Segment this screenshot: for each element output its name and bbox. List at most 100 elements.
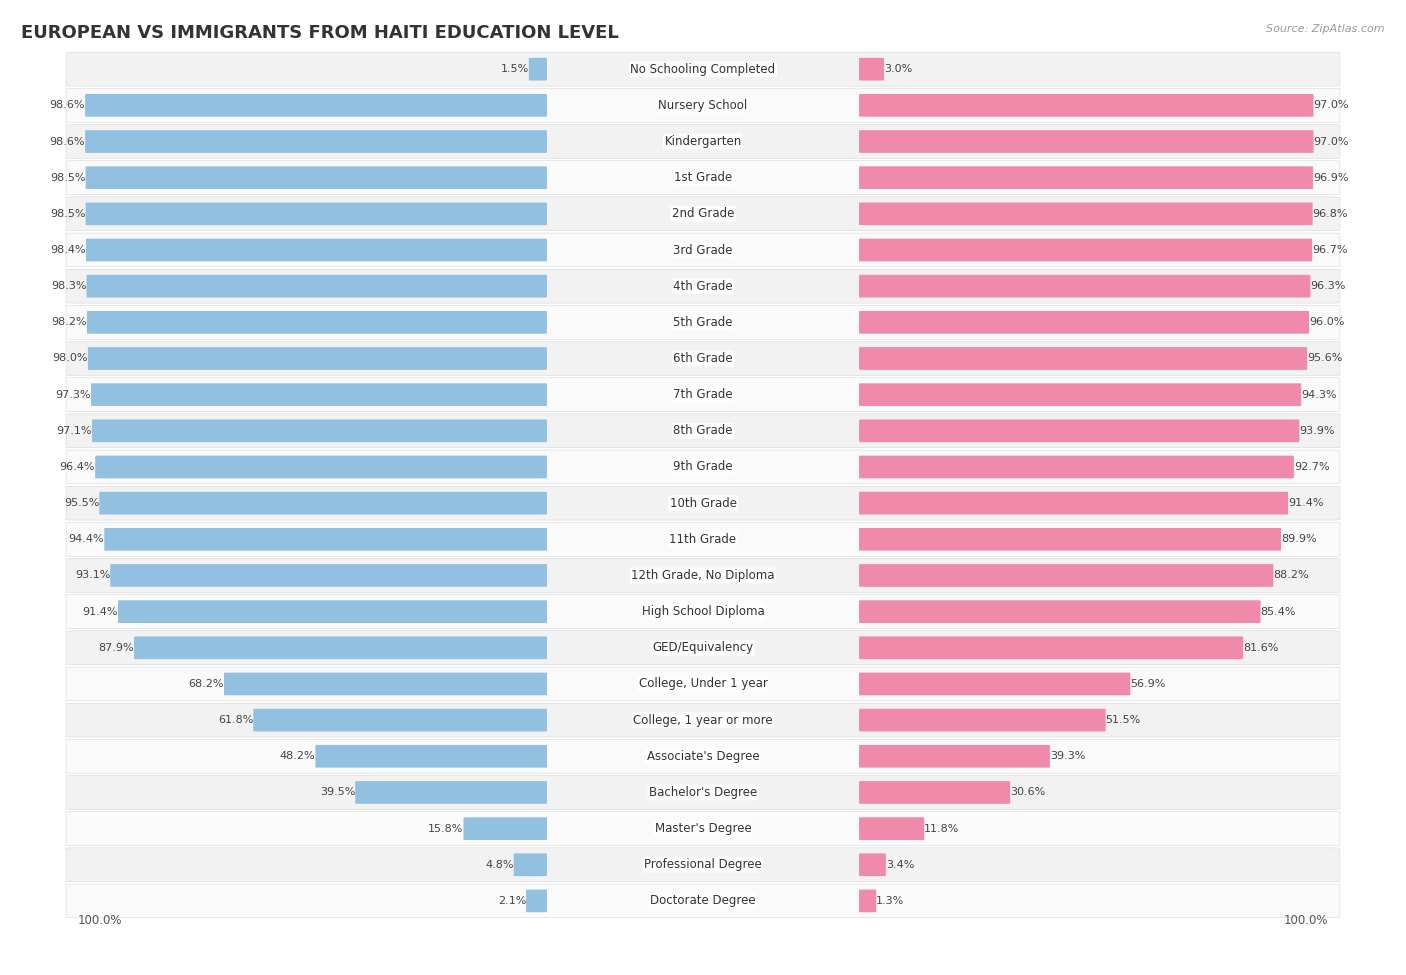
FancyBboxPatch shape	[66, 631, 1340, 665]
Text: Bachelor's Degree: Bachelor's Degree	[650, 786, 756, 799]
Text: 5th Grade: 5th Grade	[673, 316, 733, 329]
Text: 7th Grade: 7th Grade	[673, 388, 733, 401]
FancyBboxPatch shape	[66, 559, 1340, 593]
FancyBboxPatch shape	[66, 414, 1340, 448]
Text: High School Diploma: High School Diploma	[641, 605, 765, 618]
FancyBboxPatch shape	[66, 341, 1340, 375]
FancyBboxPatch shape	[859, 565, 1274, 587]
Text: 85.4%: 85.4%	[1261, 606, 1296, 616]
Text: 11.8%: 11.8%	[924, 824, 960, 834]
FancyBboxPatch shape	[66, 161, 1340, 195]
FancyBboxPatch shape	[859, 347, 1308, 370]
Text: 100.0%: 100.0%	[77, 915, 122, 927]
Text: 98.6%: 98.6%	[49, 100, 86, 110]
Text: 97.0%: 97.0%	[1313, 136, 1348, 146]
FancyBboxPatch shape	[87, 275, 547, 297]
FancyBboxPatch shape	[859, 889, 876, 913]
Text: 94.3%: 94.3%	[1301, 390, 1337, 400]
Text: 1.3%: 1.3%	[876, 896, 904, 906]
FancyBboxPatch shape	[87, 311, 547, 333]
FancyBboxPatch shape	[859, 311, 1309, 333]
Text: Master's Degree: Master's Degree	[655, 822, 751, 836]
FancyBboxPatch shape	[356, 781, 547, 803]
FancyBboxPatch shape	[859, 709, 1105, 731]
FancyBboxPatch shape	[66, 811, 1340, 845]
Text: 87.9%: 87.9%	[98, 643, 134, 653]
FancyBboxPatch shape	[100, 491, 547, 515]
Text: 8th Grade: 8th Grade	[673, 424, 733, 438]
FancyBboxPatch shape	[66, 739, 1340, 773]
Text: 30.6%: 30.6%	[1010, 788, 1046, 798]
FancyBboxPatch shape	[66, 487, 1340, 520]
Text: 97.1%: 97.1%	[56, 426, 91, 436]
FancyBboxPatch shape	[529, 58, 547, 81]
FancyBboxPatch shape	[66, 775, 1340, 809]
FancyBboxPatch shape	[66, 269, 1340, 303]
FancyBboxPatch shape	[526, 889, 547, 913]
FancyBboxPatch shape	[66, 523, 1340, 556]
FancyBboxPatch shape	[91, 383, 547, 406]
Text: 39.3%: 39.3%	[1050, 752, 1085, 761]
FancyBboxPatch shape	[859, 203, 1313, 225]
FancyBboxPatch shape	[66, 377, 1340, 411]
Text: 56.9%: 56.9%	[1130, 679, 1166, 689]
Text: 89.9%: 89.9%	[1281, 534, 1317, 544]
Text: 6th Grade: 6th Grade	[673, 352, 733, 365]
Text: 91.4%: 91.4%	[1288, 498, 1323, 508]
Text: 3rd Grade: 3rd Grade	[673, 244, 733, 256]
Text: Source: ZipAtlas.com: Source: ZipAtlas.com	[1267, 24, 1385, 34]
Text: 97.3%: 97.3%	[56, 390, 91, 400]
Text: 93.1%: 93.1%	[75, 570, 110, 580]
Text: College, Under 1 year: College, Under 1 year	[638, 678, 768, 690]
FancyBboxPatch shape	[859, 383, 1301, 406]
Text: 98.5%: 98.5%	[51, 173, 86, 182]
Text: 3.4%: 3.4%	[886, 860, 914, 870]
Text: 39.5%: 39.5%	[319, 788, 356, 798]
Text: College, 1 year or more: College, 1 year or more	[633, 714, 773, 726]
Text: 92.7%: 92.7%	[1294, 462, 1330, 472]
FancyBboxPatch shape	[859, 167, 1313, 189]
FancyBboxPatch shape	[859, 527, 1281, 551]
FancyBboxPatch shape	[96, 455, 547, 479]
FancyBboxPatch shape	[66, 450, 1340, 484]
Text: 98.3%: 98.3%	[51, 281, 87, 292]
FancyBboxPatch shape	[118, 601, 547, 623]
Text: 96.8%: 96.8%	[1313, 209, 1348, 218]
FancyBboxPatch shape	[66, 233, 1340, 267]
FancyBboxPatch shape	[859, 239, 1312, 261]
Text: 61.8%: 61.8%	[218, 715, 253, 725]
Text: 12th Grade, No Diploma: 12th Grade, No Diploma	[631, 569, 775, 582]
FancyBboxPatch shape	[859, 275, 1310, 297]
Text: 11th Grade: 11th Grade	[669, 532, 737, 546]
Text: 96.7%: 96.7%	[1312, 245, 1348, 255]
Text: 93.9%: 93.9%	[1299, 426, 1334, 436]
FancyBboxPatch shape	[66, 305, 1340, 339]
Text: 1.5%: 1.5%	[501, 64, 529, 74]
FancyBboxPatch shape	[86, 130, 547, 153]
Text: 48.2%: 48.2%	[280, 752, 315, 761]
FancyBboxPatch shape	[86, 167, 547, 189]
Text: 94.4%: 94.4%	[69, 534, 104, 544]
Text: 96.4%: 96.4%	[59, 462, 96, 472]
Text: 81.6%: 81.6%	[1243, 643, 1278, 653]
FancyBboxPatch shape	[859, 455, 1294, 479]
FancyBboxPatch shape	[66, 197, 1340, 231]
Text: 68.2%: 68.2%	[188, 679, 224, 689]
Text: 97.0%: 97.0%	[1313, 100, 1348, 110]
Text: 100.0%: 100.0%	[1284, 915, 1329, 927]
Text: 3.0%: 3.0%	[884, 64, 912, 74]
FancyBboxPatch shape	[86, 203, 547, 225]
FancyBboxPatch shape	[66, 53, 1340, 86]
FancyBboxPatch shape	[66, 884, 1340, 917]
FancyBboxPatch shape	[464, 817, 547, 840]
Text: 91.4%: 91.4%	[83, 606, 118, 616]
FancyBboxPatch shape	[86, 94, 547, 117]
FancyBboxPatch shape	[87, 347, 547, 370]
FancyBboxPatch shape	[859, 745, 1050, 767]
Text: EUROPEAN VS IMMIGRANTS FROM HAITI EDUCATION LEVEL: EUROPEAN VS IMMIGRANTS FROM HAITI EDUCAT…	[21, 24, 619, 42]
Text: 15.8%: 15.8%	[427, 824, 464, 834]
FancyBboxPatch shape	[91, 419, 547, 443]
Text: 98.6%: 98.6%	[49, 136, 86, 146]
FancyBboxPatch shape	[859, 601, 1261, 623]
Text: 95.6%: 95.6%	[1308, 354, 1343, 364]
